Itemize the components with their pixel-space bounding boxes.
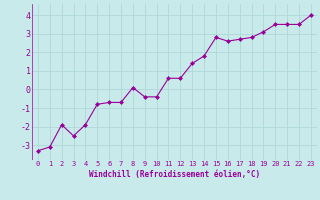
X-axis label: Windchill (Refroidissement éolien,°C): Windchill (Refroidissement éolien,°C): [89, 170, 260, 179]
